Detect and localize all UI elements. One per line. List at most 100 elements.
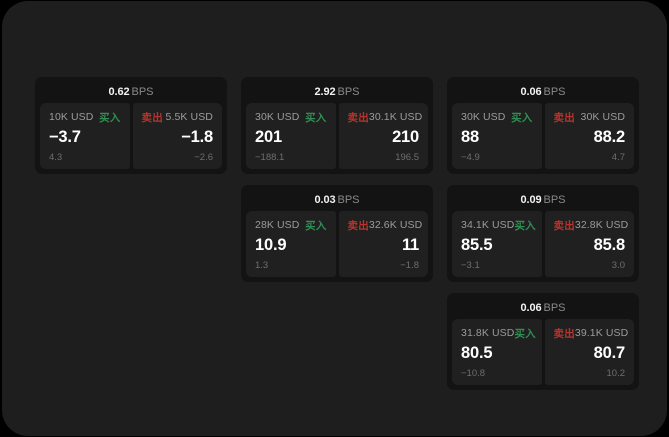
- buy-panel-header: 31.8K USD 买入: [461, 326, 536, 340]
- bps-unit-label: BPS: [131, 86, 154, 98]
- card-header: 0.03 BPS: [246, 190, 428, 207]
- sell-size-label: 5.5K USD: [165, 111, 213, 123]
- sell-delta: 10.2: [606, 368, 626, 379]
- sell-size-label: 32.8K USD: [574, 219, 629, 231]
- buy-size-label: 30K USD: [255, 111, 300, 123]
- buy-size-label: 28K USD: [255, 219, 300, 231]
- buy-delta: 4.3: [49, 152, 63, 163]
- sell-panel[interactable]: 卖出 30K USD 88.2 4.7: [544, 103, 634, 169]
- sell-action-label[interactable]: 卖出: [347, 219, 369, 232]
- sell-price: −1.8: [181, 128, 213, 146]
- quote-card[interactable]: 0.06 BPS 31.8K USD 买入 80.5 −10.8 卖出 39.1K USD 80…: [447, 293, 639, 390]
- quote-card[interactable]: 0.09 BPS 34.1K USD 买入 85.5 −3.1 卖出 32.8K USD 85.…: [447, 185, 639, 282]
- sell-size-label: 39.1K USD: [574, 327, 629, 339]
- sell-panel[interactable]: 卖出 32.8K USD 85.8 3.0: [544, 211, 634, 277]
- buy-panel[interactable]: 34.1K USD 买入 85.5 −3.1: [452, 211, 542, 277]
- bps-value: 0.09: [520, 194, 542, 206]
- bps-value: 0.62: [108, 86, 130, 98]
- buy-action-label[interactable]: 买入: [99, 111, 121, 124]
- buy-panel[interactable]: 28K USD 买入 10.9 1.3: [246, 211, 336, 277]
- buy-panel[interactable]: 31.8K USD 买入 80.5 −10.8: [452, 319, 542, 385]
- card-body: 30K USD 买入 88 −4.9 卖出 30K USD 88.2 4.7: [452, 103, 634, 169]
- buy-panel-header: 10K USD 买入: [49, 110, 121, 124]
- sell-panel-header: 卖出 39.1K USD: [553, 326, 629, 340]
- buy-panel[interactable]: 10K USD 买入 −3.7 4.3: [40, 103, 130, 169]
- sell-panel[interactable]: 卖出 32.6K USD 11 −1.8: [338, 211, 428, 277]
- sell-delta: −1.8: [400, 260, 419, 271]
- quote-column: 2.92 BPS 30K USD 买入 201 −188.1 卖出 30.1K USD 210 1…: [241, 77, 433, 293]
- card-header: 2.92 BPS: [246, 82, 428, 99]
- sell-size-label: 30.1K USD: [368, 111, 423, 123]
- sell-panel-header: 卖出 32.8K USD: [553, 218, 629, 232]
- quote-board: 0.62 BPS 10K USD 买入 −3.7 4.3 卖出 5.5K USD −1.8 −2.…: [35, 77, 639, 397]
- card-body: 34.1K USD 买入 85.5 −3.1 卖出 32.8K USD 85.8 3.0: [452, 211, 634, 277]
- sell-delta: 4.7: [611, 152, 625, 163]
- sell-panel-header: 卖出 5.5K USD: [142, 110, 214, 124]
- buy-size-label: 31.8K USD: [461, 327, 515, 339]
- bps-unit-label: BPS: [337, 194, 360, 206]
- sell-price: 11: [401, 236, 419, 254]
- sell-delta: −2.6: [194, 152, 213, 163]
- bps-value: 0.03: [314, 194, 336, 206]
- sell-size-label: 30K USD: [580, 111, 625, 123]
- sell-price: 80.7: [593, 344, 626, 362]
- sell-price: 85.8: [593, 236, 626, 254]
- quote-card[interactable]: 0.06 BPS 30K USD 买入 88 −4.9 卖出 30K USD 88.2 4.7: [447, 77, 639, 174]
- sell-action-label[interactable]: 卖出: [553, 327, 575, 340]
- buy-action-label[interactable]: 买入: [511, 111, 533, 124]
- buy-panel-header: 34.1K USD 买入: [461, 218, 536, 232]
- card-body: 28K USD 买入 10.9 1.3 卖出 32.6K USD 11 −1.8: [246, 211, 428, 277]
- quote-column: 0.62 BPS 10K USD 买入 −3.7 4.3 卖出 5.5K USD −1.8 −2.…: [35, 77, 227, 185]
- buy-delta: −10.8: [461, 368, 486, 379]
- buy-price: −3.7: [49, 128, 81, 146]
- sell-delta: 196.5: [395, 152, 419, 163]
- buy-price: 85.5: [461, 236, 493, 254]
- buy-delta: 1.3: [255, 260, 269, 271]
- buy-panel-header: 28K USD 买入: [255, 218, 327, 232]
- buy-price: 10.9: [255, 236, 287, 254]
- card-header: 0.06 BPS: [452, 82, 634, 99]
- sell-panel[interactable]: 卖出 5.5K USD −1.8 −2.6: [132, 103, 222, 169]
- sell-action-label[interactable]: 卖出: [141, 111, 163, 124]
- buy-panel[interactable]: 30K USD 买入 201 −188.1: [246, 103, 336, 169]
- sell-panel[interactable]: 卖出 30.1K USD 210 196.5: [338, 103, 428, 169]
- buy-delta: −4.9: [461, 152, 480, 163]
- sell-size-label: 32.6K USD: [368, 219, 423, 231]
- sell-panel[interactable]: 卖出 39.1K USD 80.7 10.2: [544, 319, 634, 385]
- sell-panel-header: 卖出 30K USD: [554, 110, 626, 124]
- buy-action-label[interactable]: 买入: [305, 111, 327, 124]
- buy-size-label: 34.1K USD: [461, 219, 515, 231]
- sell-delta: 3.0: [611, 260, 625, 271]
- quote-card[interactable]: 0.03 BPS 28K USD 买入 10.9 1.3 卖出 32.6K USD 11 −1.8: [241, 185, 433, 282]
- sell-action-label[interactable]: 卖出: [553, 111, 575, 124]
- card-body: 31.8K USD 买入 80.5 −10.8 卖出 39.1K USD 80.7 10.2: [452, 319, 634, 385]
- sell-price: 88.2: [593, 128, 626, 146]
- card-header: 0.06 BPS: [452, 298, 634, 315]
- card-header: 0.09 BPS: [452, 190, 634, 207]
- sell-panel-header: 卖出 32.6K USD: [347, 218, 423, 232]
- buy-action-label[interactable]: 买入: [305, 219, 327, 232]
- sell-action-label[interactable]: 卖出: [553, 219, 575, 232]
- card-body: 10K USD 买入 −3.7 4.3 卖出 5.5K USD −1.8 −2.6: [40, 103, 222, 169]
- buy-panel-header: 30K USD 买入: [461, 110, 533, 124]
- bps-unit-label: BPS: [337, 86, 360, 98]
- buy-size-label: 10K USD: [49, 111, 94, 123]
- buy-panel[interactable]: 30K USD 买入 88 −4.9: [452, 103, 542, 169]
- buy-action-label[interactable]: 买入: [514, 219, 536, 232]
- sell-price: 210: [392, 128, 419, 146]
- buy-price: 80.5: [461, 344, 493, 362]
- bps-unit-label: BPS: [543, 86, 566, 98]
- quote-card[interactable]: 0.62 BPS 10K USD 买入 −3.7 4.3 卖出 5.5K USD −1.8 −2.…: [35, 77, 227, 174]
- buy-action-label[interactable]: 买入: [514, 327, 536, 340]
- bps-value: 0.06: [520, 302, 542, 314]
- buy-panel-header: 30K USD 买入: [255, 110, 327, 124]
- buy-delta: −188.1: [255, 152, 285, 163]
- bps-unit-label: BPS: [543, 194, 566, 206]
- card-body: 30K USD 买入 201 −188.1 卖出 30.1K USD 210 196.5: [246, 103, 428, 169]
- bps-unit-label: BPS: [543, 302, 566, 314]
- quote-column: 0.06 BPS 30K USD 买入 88 −4.9 卖出 30K USD 88.2 4.7 0.…: [447, 77, 639, 401]
- quote-card[interactable]: 2.92 BPS 30K USD 买入 201 −188.1 卖出 30.1K USD 210 1…: [241, 77, 433, 174]
- bps-value: 0.06: [520, 86, 542, 98]
- sell-action-label[interactable]: 卖出: [347, 111, 369, 124]
